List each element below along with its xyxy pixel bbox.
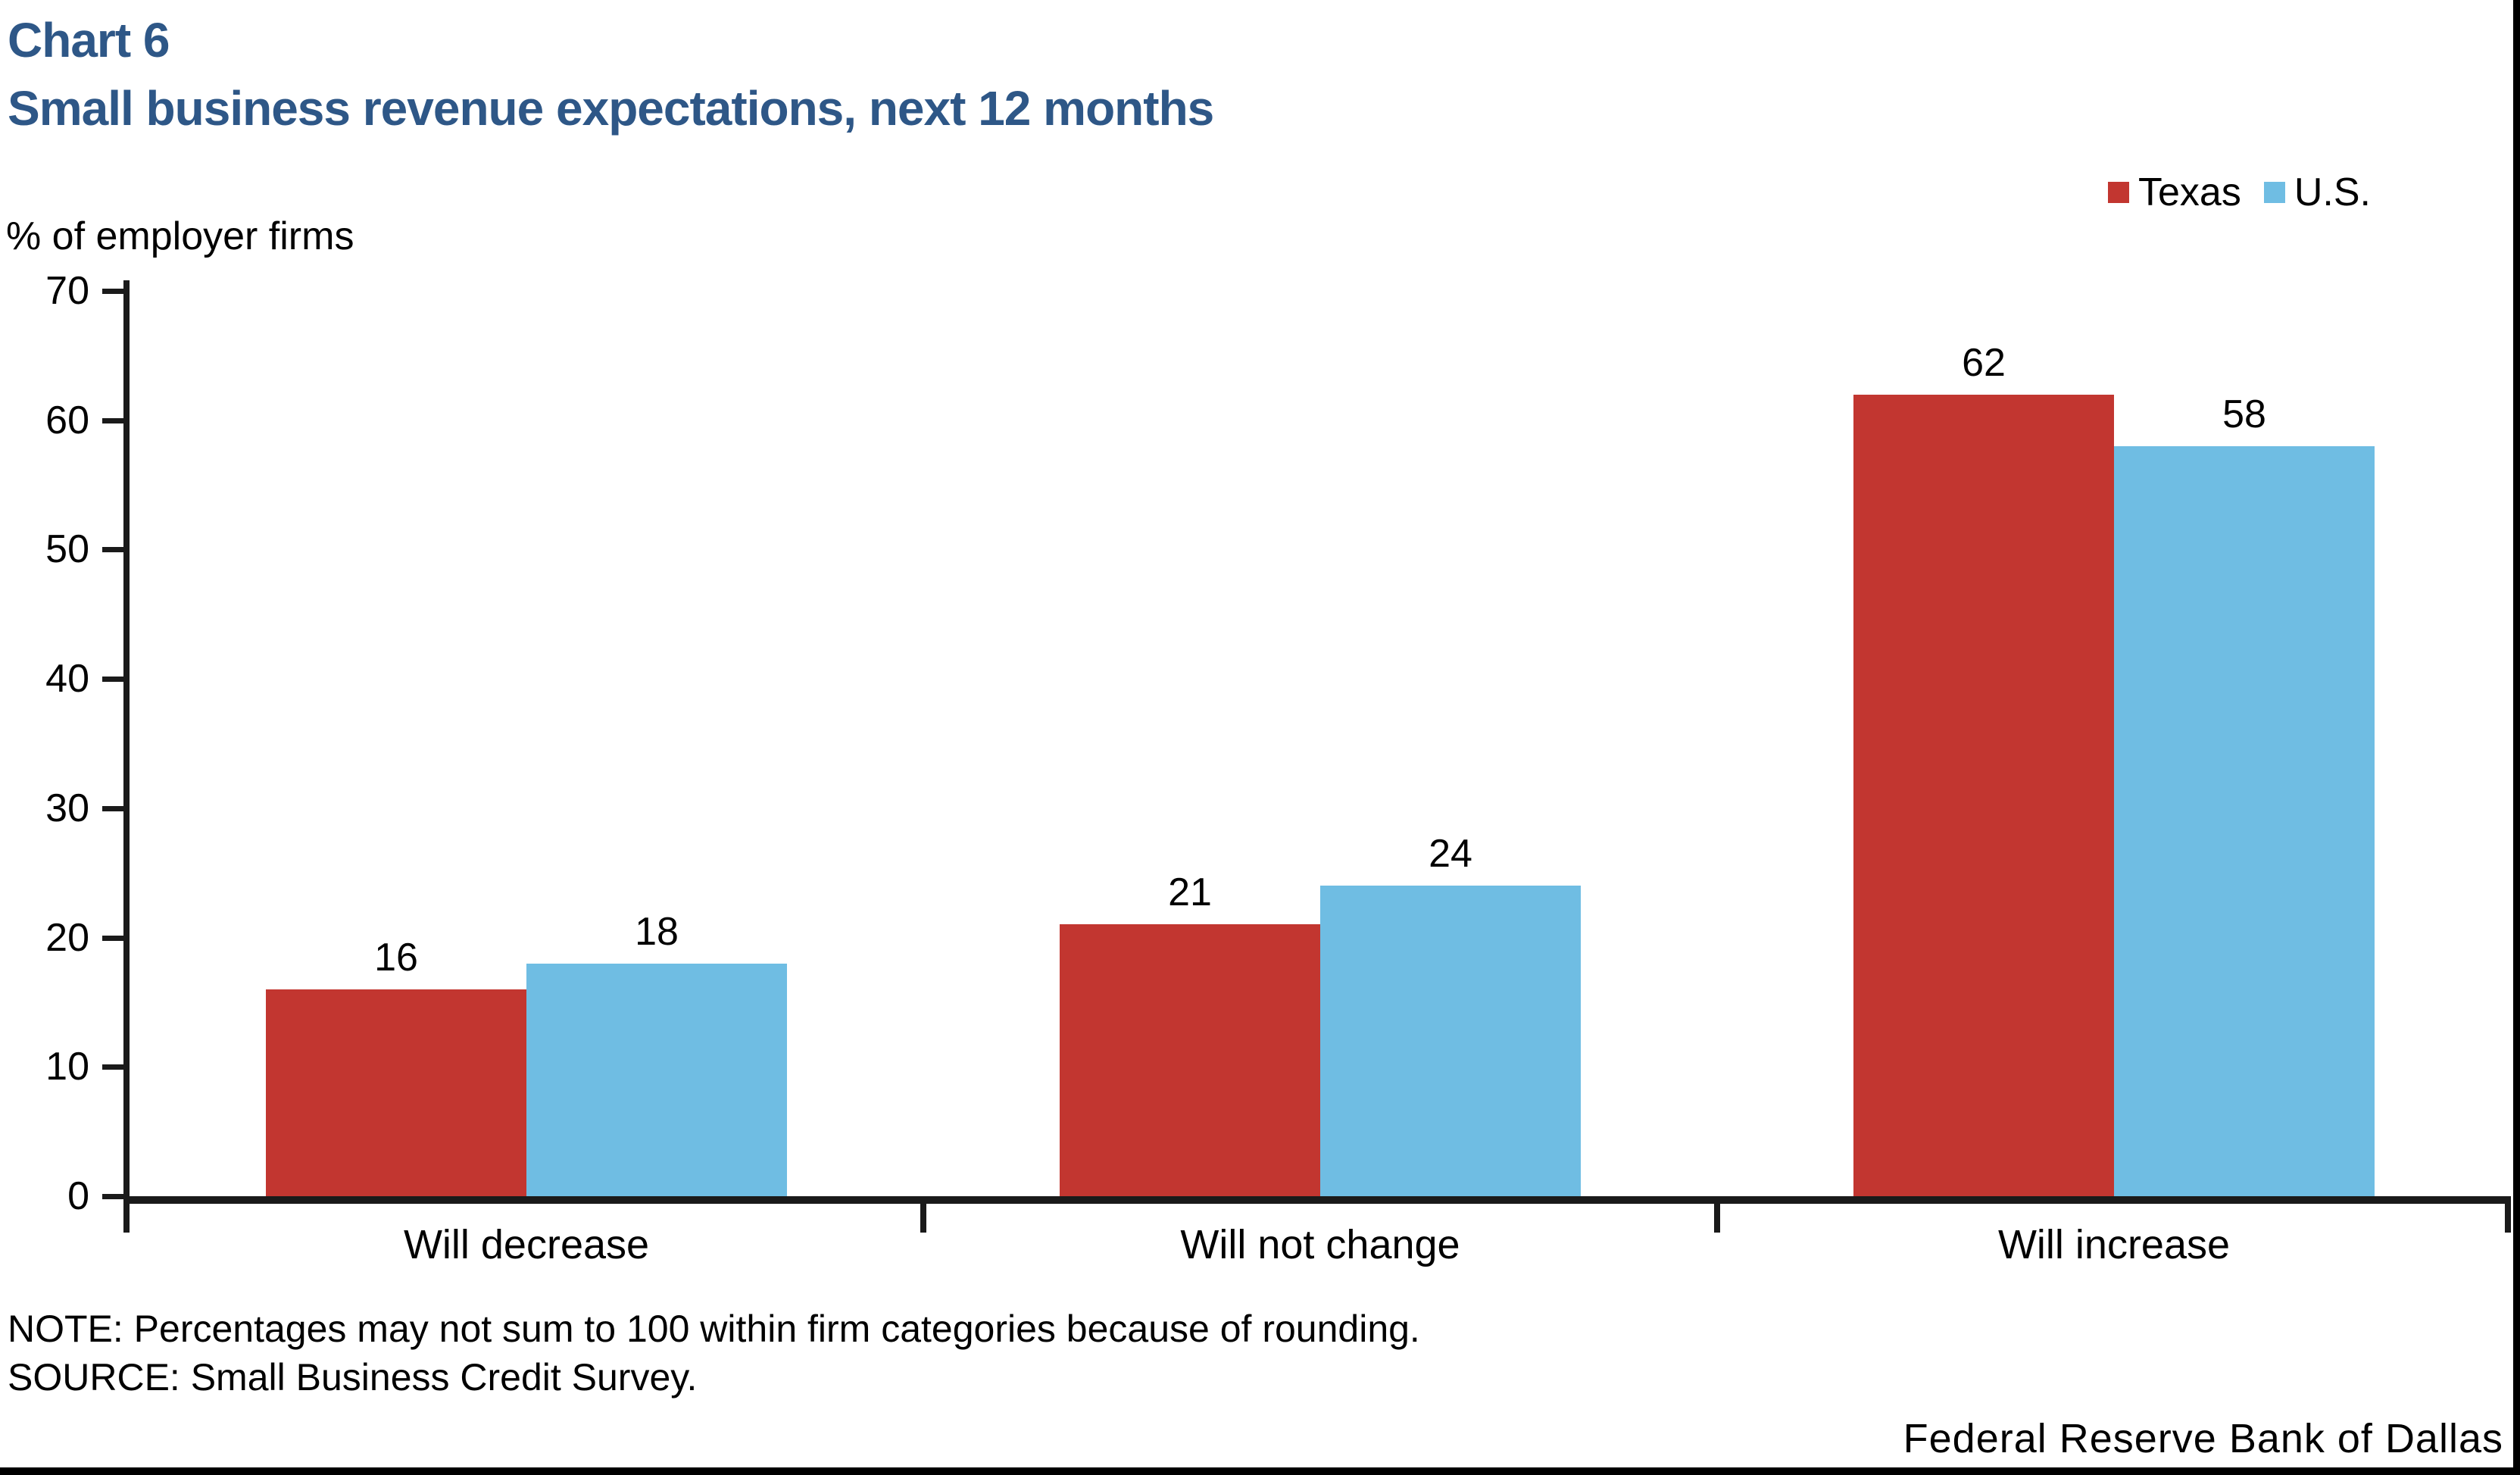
bar-value-label-texas-2: 62 [1962,341,2006,385]
bar-texas-1 [1060,924,1320,1196]
note-text: NOTE: Percentages may not sum to 100 wit… [8,1308,1420,1350]
page-right-border [2513,0,2520,1475]
y-tick-mark-30 [102,805,123,811]
y-tick-label-40: 40 [45,657,89,702]
y-tick-mark-10 [102,1064,123,1070]
legend-label-us: U.S. [2294,170,2371,214]
plot-area: 16 18 21 24 62 58 [130,291,2511,1196]
category-axis-labels: Will decrease Will not change Will increas… [130,1221,2511,1268]
branding-text: Federal Reserve Bank of Dallas [1903,1416,2503,1461]
category-group-0: 16 18 [130,291,923,1196]
bar-value-label-us-2: 58 [2222,392,2266,436]
bar-group-slot: 24 [1320,291,1581,1196]
y-tick-label-10: 10 [45,1045,89,1089]
bar-value-label-texas-0: 16 [374,936,418,980]
bar-group-slot: 16 [266,291,526,1196]
bar-group-slot: 62 [1853,291,2114,1196]
x-boundary-tick-1 [920,1204,926,1233]
bar-group-slot: 18 [526,291,787,1196]
category-group-2: 62 58 [1717,291,2511,1196]
legend-entry-us: U.S. [2263,170,2371,215]
y-tick-label-70: 70 [45,269,89,313]
footnotes: NOTE: Percentages may not sum to 100 wit… [8,1305,1420,1402]
category-group-1: 21 24 [923,291,1717,1196]
bar-value-label-us-0: 18 [635,910,679,954]
category-label-1: Will not change [1180,1222,1460,1267]
bar-us-1 [1320,886,1581,1196]
chart-title-block: Chart 6 Small business revenue expectati… [8,6,1214,142]
y-tick-label-20: 20 [45,915,89,960]
category-label-2: Will increase [1997,1222,2231,1267]
y-tick-label-0: 0 [67,1174,89,1218]
source-text: SOURCE: Small Business Credit Survey. [8,1356,698,1398]
texas-swatch-icon [2108,182,2130,203]
y-axis-unit-label: % of employer firms [6,214,354,258]
y-tick-mark-50 [102,547,123,553]
legend: Texas U.S. [2108,170,2371,215]
y-tick-mark-40 [102,677,123,683]
y-tick-label-50: 50 [45,527,89,572]
x-boundary-tick-2 [1714,1204,1720,1233]
legend-label-texas: Texas [2138,170,2241,214]
bar-texas-0 [266,989,526,1196]
bar-us-2 [2114,446,2375,1196]
legend-entry-texas: Texas [2108,170,2241,215]
y-tick-label-30: 30 [45,786,89,830]
bar-group-slot: 21 [1060,291,1320,1196]
chart-title: Small business revenue expectations, nex… [8,81,1214,136]
us-swatch-icon [2263,182,2285,203]
y-tick-mark-20 [102,935,123,941]
bar-us-0 [526,964,787,1196]
y-tick-label-60: 60 [45,398,89,442]
category-label-0: Will decrease [403,1222,650,1267]
y-tick-mark-70 [102,289,123,294]
x-boundary-tick-3 [2505,1204,2511,1233]
x-axis-line [123,1196,2511,1204]
chart-number: Chart 6 [8,13,170,67]
x-boundary-tick-0 [123,1204,130,1233]
bar-texas-2 [1853,395,2114,1196]
y-tick-mark-0 [102,1194,123,1199]
y-tick-mark-60 [102,417,123,423]
bar-group-slot: 58 [2114,291,2375,1196]
bar-value-label-us-1: 24 [1429,832,1472,876]
bar-value-label-texas-1: 21 [1168,870,1212,914]
y-axis-line [123,280,130,1204]
page-bottom-border [0,1467,2520,1475]
